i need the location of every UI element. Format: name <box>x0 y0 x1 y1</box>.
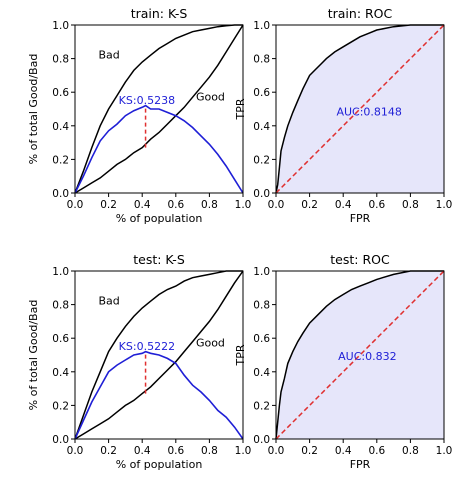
series-ks-line <box>74 350 244 440</box>
y-tick-label: 0.8 <box>253 300 270 312</box>
x-tick-label: 0.4 <box>134 199 151 211</box>
x-tick-label: 1.0 <box>436 199 453 211</box>
x-tick-label: 0.0 <box>268 199 285 211</box>
x-tick-label: 0.2 <box>301 199 318 211</box>
y-tick-label: 0.2 <box>52 400 69 412</box>
x-axis-label: FPR <box>350 458 371 471</box>
y-tick-label: 0.2 <box>253 400 270 412</box>
y-tick-label: 0.6 <box>253 87 270 99</box>
series-good-line <box>74 24 244 194</box>
x-tick-label: 0.4 <box>335 199 352 211</box>
x-axis-label: % of population <box>116 212 203 225</box>
y-tick-label: 0.2 <box>52 154 69 166</box>
y-tick-label: 1.0 <box>52 266 69 278</box>
chart-title: train: ROC <box>328 6 393 21</box>
x-tick-label: 0.6 <box>167 199 184 211</box>
y-tick-label: 0.4 <box>52 121 69 133</box>
x-tick-label: 0.8 <box>402 199 419 211</box>
y-tick-label: 0.0 <box>52 434 69 446</box>
chart-title: train: K-S <box>131 6 188 21</box>
annotation-good: Good <box>196 337 225 350</box>
plot-frame <box>275 24 445 194</box>
series-roc-line <box>275 270 444 440</box>
x-tick-label: 0.8 <box>201 199 218 211</box>
y-axis-label: % of total Good/Bad <box>27 300 40 411</box>
annotation-auc: AUC:0.832 <box>338 350 396 363</box>
series-bad-line <box>74 24 243 194</box>
x-tick-label: 0.0 <box>268 445 285 457</box>
y-tick-label: 0.6 <box>52 333 69 345</box>
x-tick-label: 0.6 <box>368 199 385 211</box>
annotation-ks: KS:0.5238 <box>119 94 175 107</box>
x-tick-label: 0.0 <box>67 199 84 211</box>
x-tick-label: 1.0 <box>235 445 252 457</box>
x-axis-label: FPR <box>350 212 371 225</box>
y-axis-label: TPR <box>234 98 247 120</box>
series-bad-line <box>74 270 243 440</box>
chart-title: test: ROC <box>330 252 390 267</box>
y-tick-label: 0.4 <box>253 367 270 379</box>
y-axis-label: TPR <box>234 344 247 366</box>
x-tick-label: 0.0 <box>67 445 84 457</box>
y-tick-label: 0.0 <box>253 188 270 200</box>
x-axis-label: % of population <box>116 458 203 471</box>
y-tick-label: 0.8 <box>253 54 270 66</box>
series-roc-line <box>275 24 444 194</box>
y-tick-label: 0.4 <box>253 121 270 133</box>
y-tick-label: 1.0 <box>52 20 69 32</box>
x-tick-label: 0.2 <box>100 199 117 211</box>
x-tick-label: 1.0 <box>436 445 453 457</box>
y-tick-label: 1.0 <box>253 20 270 32</box>
plot-frame <box>74 270 244 440</box>
y-tick-label: 0.4 <box>52 367 69 379</box>
annotation-auc: AUC:0.8148 <box>336 106 401 119</box>
y-tick-label: 1.0 <box>253 266 270 278</box>
series-good-line <box>74 270 244 440</box>
y-axis-label: % of total Good/Bad <box>27 54 40 165</box>
y-tick-label: 0.6 <box>253 333 270 345</box>
y-tick-label: 0.0 <box>52 188 69 200</box>
x-tick-label: 0.2 <box>301 445 318 457</box>
series-ks-line <box>74 104 244 194</box>
train-ks-chart: Bad Good KS:0.5238 0.0 0.2 0.4 0.6 0.8 1.0 0.0 0.2… <box>27 6 251 225</box>
plot-frame <box>74 24 244 194</box>
plot-frame <box>275 270 445 440</box>
x-tick-label: 0.8 <box>402 445 419 457</box>
x-tick-label: 0.4 <box>335 445 352 457</box>
x-tick-label: 0.8 <box>201 445 218 457</box>
y-tick-label: 0.6 <box>52 87 69 99</box>
annotation-bad: Bad <box>99 295 120 308</box>
chart-title: test: K-S <box>133 252 185 267</box>
x-tick-label: 0.6 <box>167 445 184 457</box>
y-tick-label: 0.2 <box>253 154 270 166</box>
annotation-good: Good <box>196 91 225 104</box>
x-tick-label: 1.0 <box>235 199 252 211</box>
x-tick-label: 0.6 <box>368 445 385 457</box>
x-tick-label: 0.4 <box>134 445 151 457</box>
annotation-ks: KS:0.5222 <box>119 340 175 353</box>
y-tick-label: 0.8 <box>52 300 69 312</box>
test-ks-chart: Bad Good KS:0.5222 0.0 0.2 0.4 0.6 0.8 1.0 0.0 0.2… <box>27 252 251 471</box>
annotation-bad: Bad <box>99 49 120 62</box>
x-tick-label: 0.2 <box>100 445 117 457</box>
y-tick-label: 0.8 <box>52 54 69 66</box>
y-tick-label: 0.0 <box>253 434 270 446</box>
